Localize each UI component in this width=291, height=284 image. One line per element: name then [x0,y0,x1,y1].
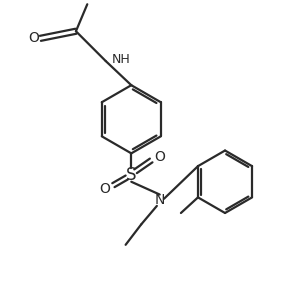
Text: S: S [126,166,136,184]
Text: O: O [100,182,110,196]
Text: NH: NH [112,53,131,66]
Text: O: O [154,150,165,164]
Text: O: O [29,31,40,45]
Text: N: N [155,193,165,207]
